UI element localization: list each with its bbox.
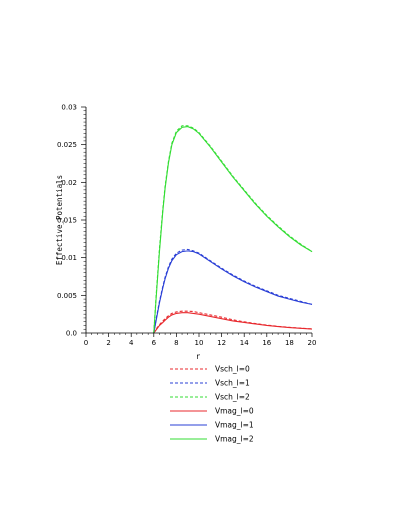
x-tick-label: 4: [129, 339, 134, 347]
x-tick-label: 6: [152, 339, 157, 347]
y-tick-label: 0.03: [61, 104, 77, 112]
legend: Vsch_l=0 Vsch_l=1 Vsch_l=2 Vmag_l=0 Vmag_l=1…: [170, 365, 254, 444]
y-tick-label: 0.01: [61, 254, 77, 262]
x-tick-label: 14: [240, 339, 249, 347]
x-tick-label: 16: [262, 339, 271, 347]
axes: 0 2 4 6 8 10 12 14 16 18 20 0.0 0.005 0.01 0.015 0.02 0.…: [57, 104, 317, 348]
y-tick-label: 0.025: [57, 141, 77, 149]
legend-label: Vmag_l=0: [215, 407, 254, 416]
x-tick-label: 10: [195, 339, 204, 347]
series-line-2: [153, 125, 313, 334]
series-line-0: [153, 310, 313, 334]
legend-label: Vmag_l=2: [215, 435, 254, 444]
y-tick-label: 0.0: [66, 330, 77, 338]
legend-label: Vsch_l=2: [215, 393, 250, 402]
y-axis-label: Effective_Potentials: [55, 175, 64, 265]
series-layer: [153, 125, 313, 334]
y-tick-label: 0.015: [57, 217, 77, 225]
y-tick-label: 0.02: [61, 179, 77, 187]
legend-label: Vmag_l=1: [215, 421, 254, 430]
series-line-4: [153, 250, 313, 334]
x-axis-label: r: [196, 352, 201, 361]
y-tick-label: 0.005: [57, 292, 77, 300]
x-tick-label: 8: [174, 339, 178, 347]
legend-label: Vsch_l=1: [215, 379, 250, 388]
x-tick-label: 18: [285, 339, 294, 347]
x-tick-label: 2: [106, 339, 110, 347]
x-tick-label: 12: [217, 339, 226, 347]
x-tick-label: 20: [308, 339, 317, 347]
series-line-5: [153, 126, 313, 334]
x-tick-label: 0: [84, 339, 88, 347]
legend-label: Vsch_l=0: [215, 365, 250, 374]
series-line-3: [153, 312, 313, 334]
